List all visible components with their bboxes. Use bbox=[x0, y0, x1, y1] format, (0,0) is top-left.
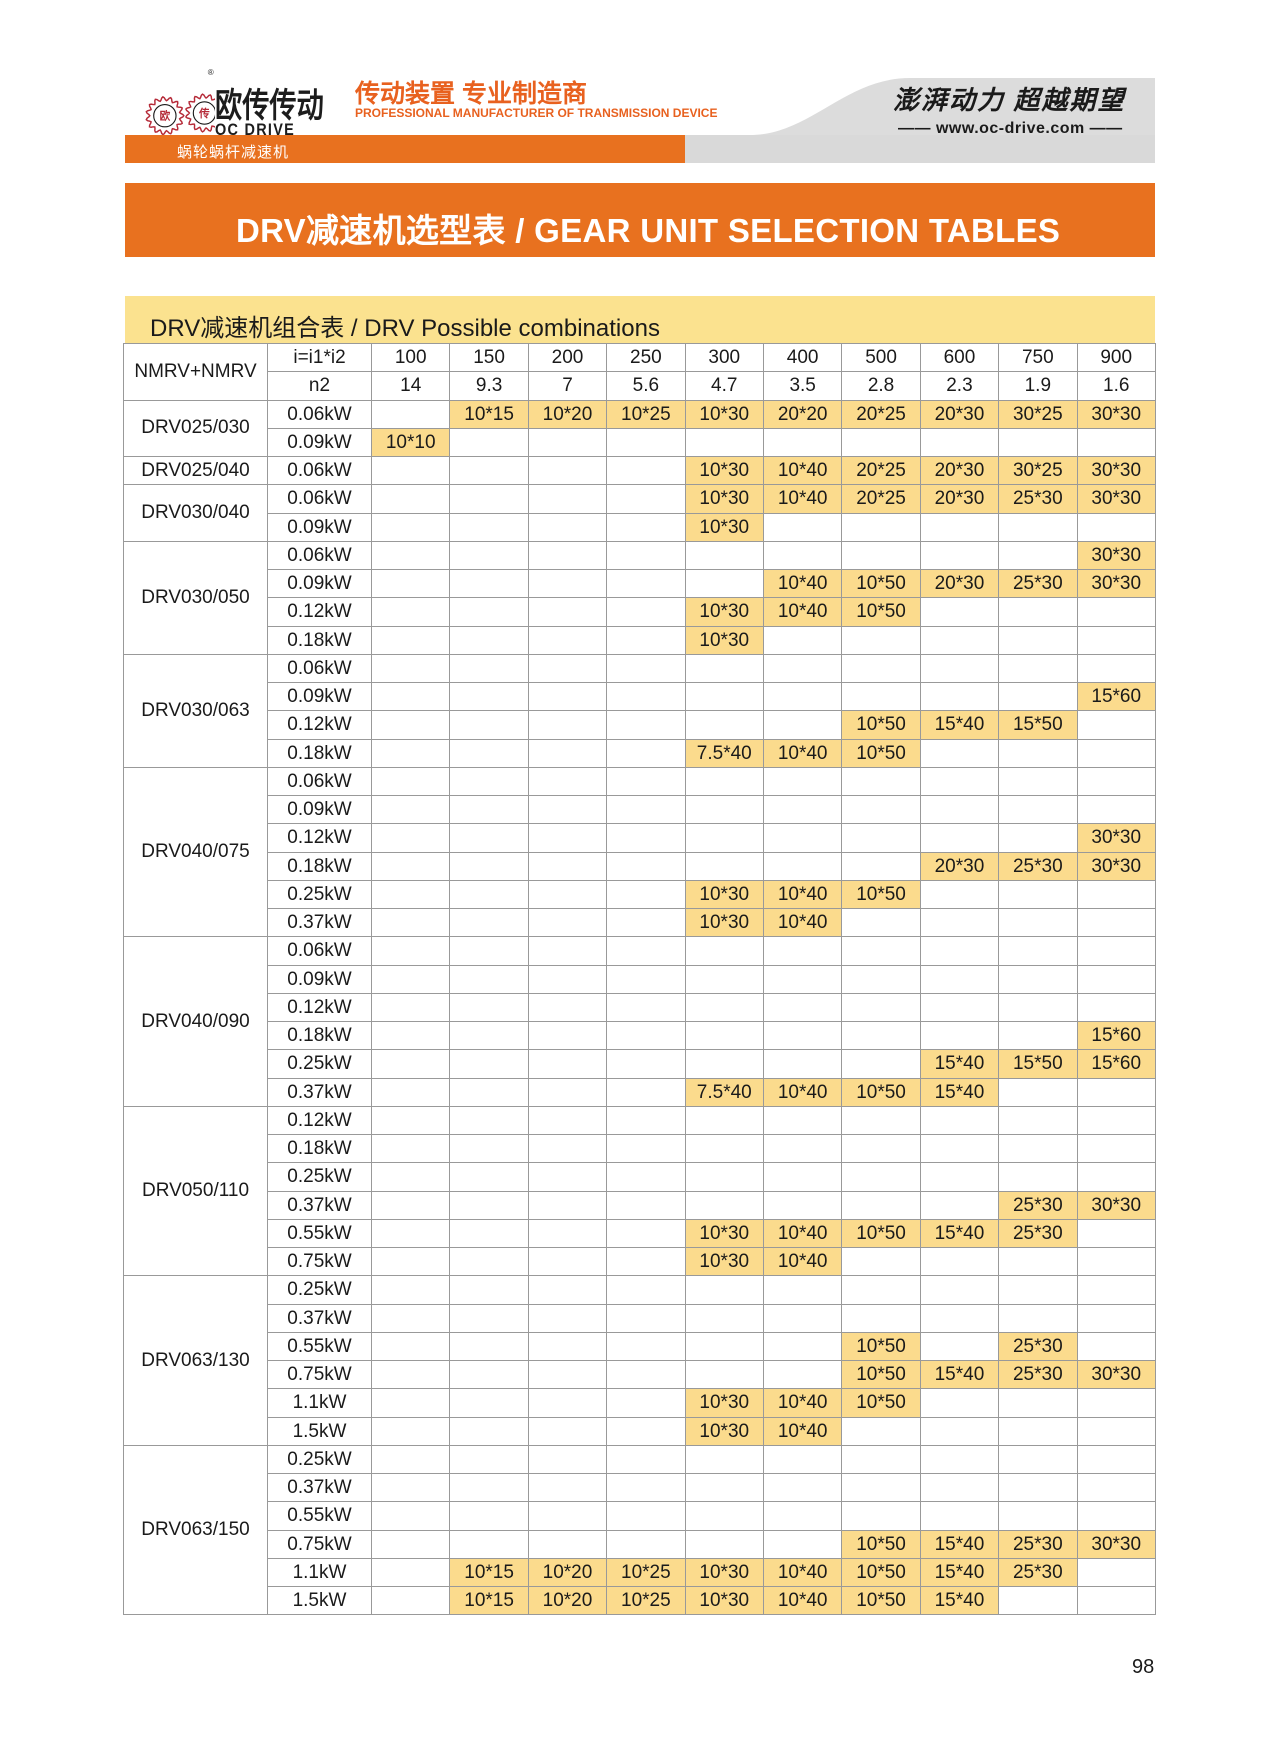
svg-text:®: ® bbox=[208, 68, 214, 77]
svg-text:传: 传 bbox=[198, 107, 210, 120]
svg-text:欧: 欧 bbox=[160, 110, 171, 123]
